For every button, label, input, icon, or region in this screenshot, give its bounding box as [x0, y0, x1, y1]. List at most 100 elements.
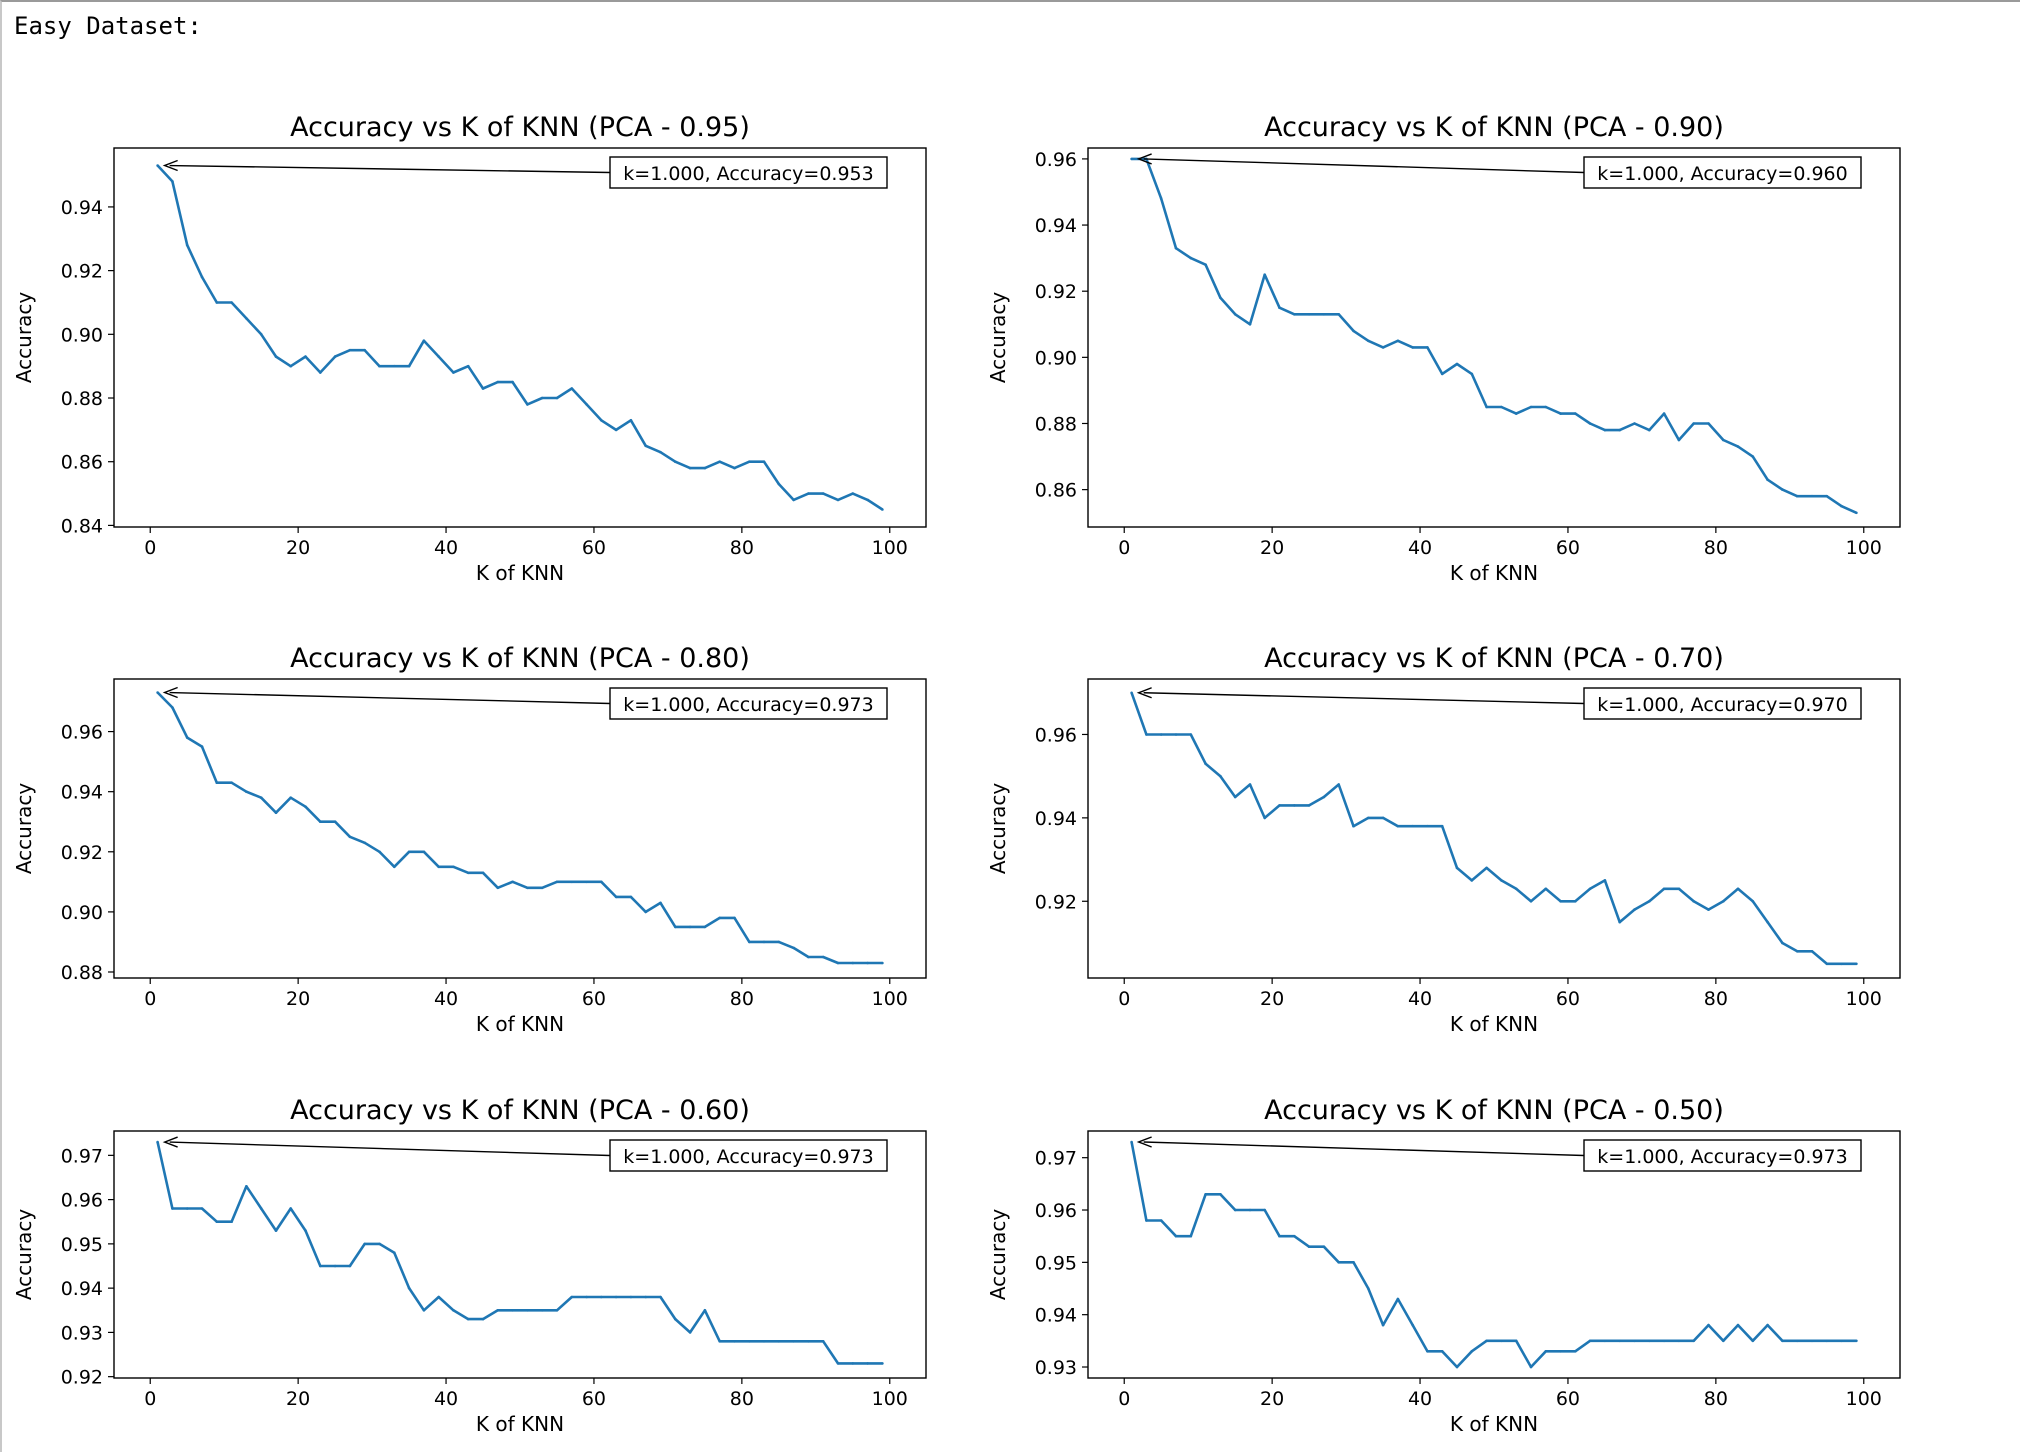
- axes-frame: [113, 1130, 927, 1379]
- data-point: [1736, 445, 1740, 448]
- annotation-arrow: [169, 164, 611, 174]
- data-point: [407, 850, 411, 854]
- data-point: [1485, 1339, 1488, 1343]
- data-point: [1736, 887, 1740, 891]
- annotation-text: k=1.000, Accuracy=0.973: [623, 1146, 873, 1168]
- data-point: [1751, 900, 1755, 903]
- data-point: [1544, 887, 1548, 891]
- data-point: [644, 1295, 647, 1299]
- annotation-arrow: [169, 1141, 611, 1157]
- data-point: [555, 396, 559, 400]
- data-point: [1130, 157, 1133, 161]
- data-point: [1514, 1339, 1518, 1343]
- x-tick-label: 60: [582, 537, 606, 559]
- data-point: [1293, 1234, 1296, 1238]
- data-point: [600, 880, 603, 884]
- data-point: [585, 880, 588, 884]
- data-point: [629, 895, 633, 899]
- x-tick-label: 0: [144, 537, 156, 559]
- data-point: [1514, 412, 1518, 415]
- data-point: [659, 901, 662, 905]
- data-point: [1204, 263, 1207, 267]
- data-point: [851, 961, 855, 965]
- data-point: [1411, 824, 1414, 828]
- data-point: [1648, 1339, 1651, 1343]
- data-point: [1618, 428, 1621, 432]
- data-point: [289, 796, 293, 799]
- y-tick-label: 0.97: [1035, 1148, 1077, 1170]
- data-point: [555, 1309, 559, 1312]
- data-point: [1588, 1339, 1592, 1343]
- data-point: [585, 403, 588, 406]
- y-tick-label: 0.92: [1035, 891, 1077, 913]
- data-point: [1145, 733, 1148, 736]
- data-point: [762, 1340, 766, 1343]
- data-point: [540, 1309, 544, 1312]
- data-point: [1159, 733, 1163, 736]
- annotation-arrowhead: [1136, 1136, 1152, 1148]
- data-point: [733, 916, 736, 920]
- data-point: [1470, 372, 1474, 376]
- data-point: [1396, 1297, 1400, 1301]
- x-tick-label: 40: [434, 537, 458, 559]
- data-point: [1278, 306, 1281, 310]
- data-point: [1840, 1339, 1843, 1343]
- y-tick-label: 0.96: [61, 722, 103, 744]
- data-point: [1810, 1339, 1814, 1343]
- data-point: [452, 371, 455, 374]
- data-point: [1825, 494, 1829, 498]
- data-point: [836, 498, 840, 502]
- data-point: [1751, 1339, 1755, 1343]
- data-point: [407, 364, 411, 368]
- x-tick-label: 40: [434, 1388, 458, 1410]
- annotation-box: [1583, 687, 1862, 720]
- data-point: [422, 1309, 426, 1312]
- data-point: [688, 466, 692, 470]
- data-point: [274, 1229, 278, 1232]
- data-point: [1337, 1261, 1340, 1264]
- data-point: [526, 403, 529, 406]
- data-point: [230, 781, 233, 784]
- y-tick-label: 0.94: [61, 782, 103, 804]
- annotation-box: [1583, 1139, 1862, 1172]
- data-point: [363, 348, 367, 352]
- annotation-arrowhead: [162, 686, 178, 699]
- data-point: [437, 1295, 441, 1299]
- data-point: [304, 1229, 307, 1232]
- data-point: [422, 850, 426, 854]
- annotation-arrowhead: [1136, 687, 1152, 699]
- data-point: [1840, 504, 1843, 508]
- data-point: [511, 1309, 514, 1312]
- data-point: [289, 1207, 293, 1210]
- data-point: [1825, 1339, 1829, 1343]
- series-line: [1130, 1141, 1857, 1369]
- data-point: [1662, 412, 1666, 415]
- data-point: [259, 796, 263, 799]
- data-point: [1677, 887, 1681, 891]
- x-tick-label: 60: [1556, 988, 1580, 1010]
- data-point: [718, 1340, 721, 1343]
- data-point: [1337, 783, 1340, 786]
- data-point: [1603, 879, 1607, 882]
- data-point: [1559, 412, 1562, 415]
- data-point: [378, 1242, 381, 1246]
- x-tick-label: 0: [1118, 1388, 1130, 1410]
- data-point: [1707, 1323, 1710, 1327]
- data-point: [1766, 1323, 1769, 1327]
- data-point: [1263, 816, 1266, 820]
- data-point: [1189, 733, 1193, 736]
- data-point: [777, 1340, 781, 1343]
- data-point: [614, 1295, 618, 1299]
- data-point: [185, 243, 189, 247]
- y-axis-label: Accuracy: [12, 292, 36, 383]
- x-tick-label: 100: [1846, 1388, 1882, 1410]
- data-point: [1322, 1245, 1326, 1248]
- series-line: [1130, 692, 1857, 966]
- data-point: [600, 1295, 603, 1299]
- x-tick-label: 100: [1846, 988, 1882, 1010]
- data-point: [1411, 346, 1414, 349]
- data-point: [748, 1340, 751, 1343]
- annotation-box: [609, 687, 888, 720]
- data-point: [1485, 405, 1488, 409]
